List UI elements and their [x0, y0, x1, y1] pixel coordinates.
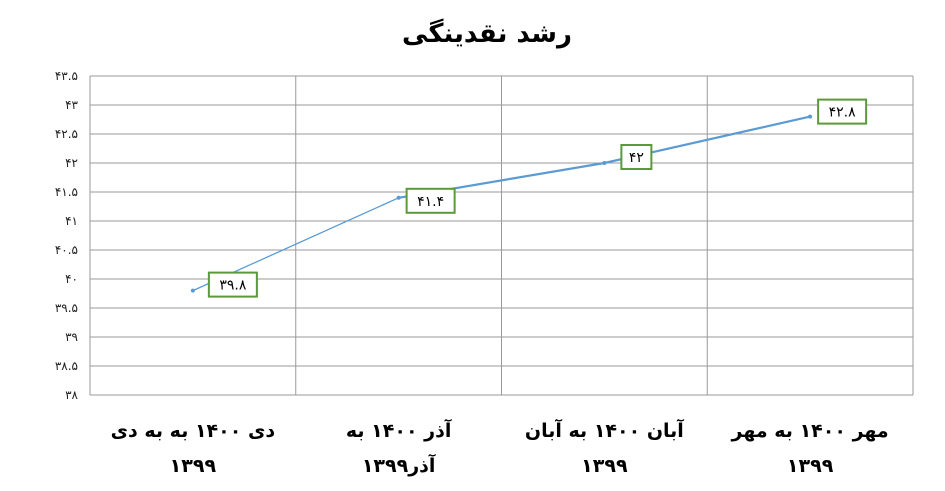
- x-category-label: مهر ۱۴۰۰ به مهر: [731, 420, 889, 442]
- y-tick-label: ۴۰.۵: [55, 243, 78, 257]
- data-label-box: [207, 271, 258, 298]
- chart-title: رشد نقدینگی: [402, 18, 572, 49]
- y-tick-label: ۴۱: [65, 214, 78, 228]
- data-label-box: [817, 98, 868, 125]
- x-category-label: ۱۳۹۹: [581, 455, 628, 477]
- data-label: ۴۲: [620, 144, 653, 170]
- y-tick-label: ۴۲.۵: [55, 127, 78, 141]
- x-category-label: دی ۱۴۰۰ به به دی: [111, 420, 276, 442]
- y-tick-label: ۴۲: [65, 156, 78, 170]
- grid: [89, 75, 914, 396]
- data-label: ۳۹.۸: [207, 271, 258, 298]
- y-tick-label: ۴۰: [65, 272, 78, 286]
- y-tick-label: ۴۳.۵: [55, 69, 78, 83]
- data-label-text: ۴۱.۴: [417, 194, 444, 210]
- x-category-label: آذر۱۳۹۹: [362, 453, 436, 477]
- data-label: ۴۱.۴: [405, 187, 456, 214]
- y-tick-label: ۳۹.۵: [55, 301, 78, 315]
- data-point: [808, 114, 813, 119]
- data-label-box: [405, 187, 456, 214]
- y-tick-label: ۳۸: [65, 388, 78, 402]
- data-label-text: ۳۹.۸: [219, 278, 246, 294]
- y-tick-label: ۴۱.۵: [55, 185, 78, 199]
- y-tick-label: ۳۹: [65, 330, 78, 344]
- data-labels: ۴۲.۸ ۴۲ ۴۱.۴ ۳۹.۸: [207, 98, 868, 298]
- x-axis-categories: مهر ۱۴۰۰ به مهر ۱۳۹۹ آبان ۱۴۰۰ به آبان ۱۳۹۹…: [111, 418, 889, 477]
- data-label: ۴۲.۸: [817, 98, 868, 125]
- x-category-label: آذر ۱۴۰۰ به: [346, 418, 452, 442]
- data-point: [602, 161, 607, 165]
- data-point: [190, 288, 195, 293]
- y-tick-label: ۴۳: [65, 98, 78, 112]
- x-category-label: آبان ۱۴۰۰ به آبان: [525, 418, 684, 442]
- x-category-label: ۱۳۹۹: [787, 455, 834, 477]
- data-label-box: [620, 144, 653, 170]
- data-point: [396, 195, 401, 200]
- y-tick-label: ۳۸.۵: [55, 359, 78, 373]
- data-label-text: ۴۲: [629, 150, 644, 166]
- data-label-text: ۴۲.۸: [829, 105, 856, 121]
- y-axis-ticks: ۴۳.۵ ۴۳ ۴۲.۵ ۴۲ ۴۱.۵ ۴۱ ۴۰.۵ ۴۰ ۳۹.۵ ۳۹ ۳۸.۵ ۳۸: [55, 69, 79, 402]
- x-category-label: ۱۳۹۹: [170, 455, 217, 477]
